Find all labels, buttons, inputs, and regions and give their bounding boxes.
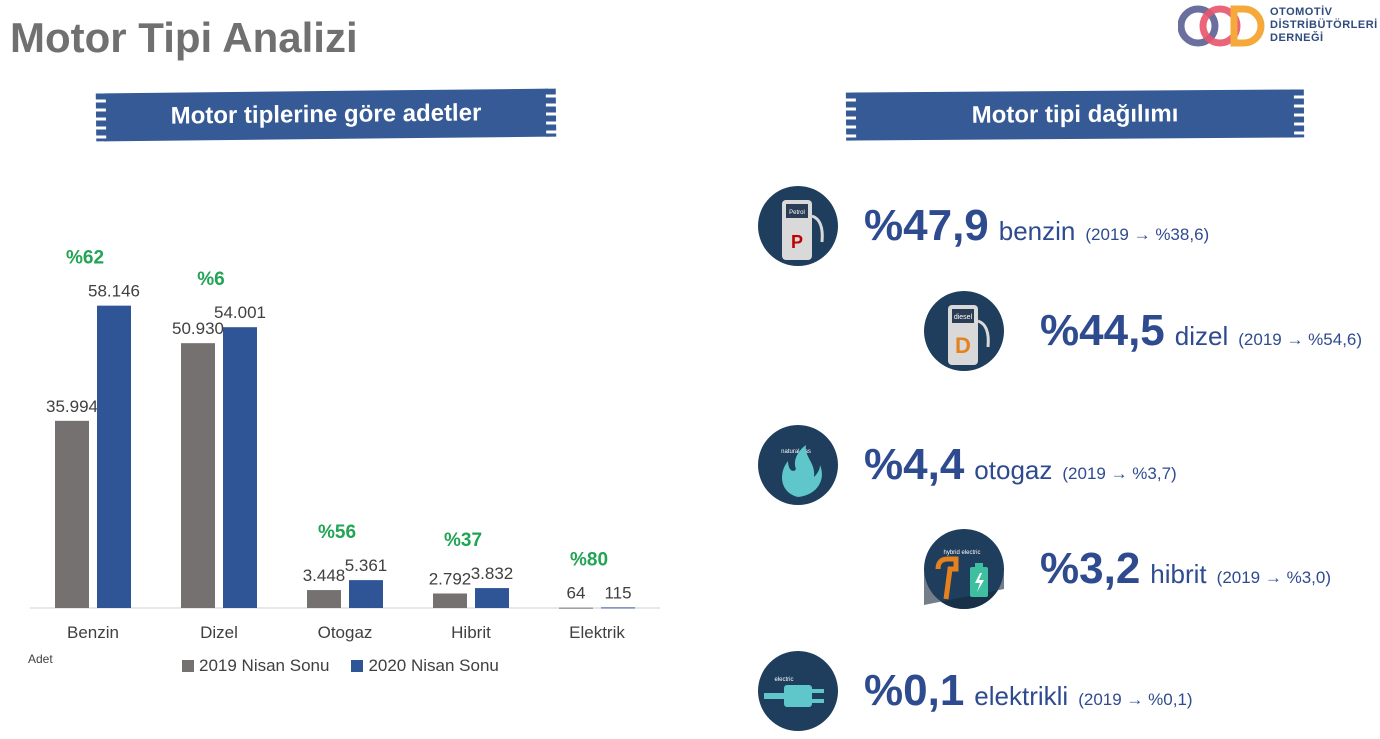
odd-logo: OTOMOTİV DİSTRİBÜTÖRLERİ DERNEĞİ: [1177, 4, 1378, 48]
stat-label: hibrit: [1150, 559, 1207, 589]
stat-label: otogaz: [974, 455, 1053, 485]
svg-text:Petrol: Petrol: [789, 210, 805, 216]
svg-text:P: P: [791, 232, 803, 252]
bar-benzin-2019: [55, 420, 89, 608]
stat-label: benzin: [998, 216, 1076, 246]
electric-plug-icon: electric: [758, 651, 838, 731]
svg-text:natural gas: natural gas: [781, 449, 811, 455]
data-label: 5.361: [345, 556, 388, 575]
category-label: Benzin: [67, 623, 119, 642]
bar-elektrik-2019: [559, 607, 593, 609]
stat-comparison: (2019 → %54,6): [1238, 330, 1363, 349]
data-label: 50.930: [172, 319, 224, 338]
data-label: 58.146: [88, 282, 140, 301]
category-label: Dizel: [200, 623, 238, 642]
stat-row-otogaz: natural gas %4,4 otogaz (2019 → %3,7): [758, 425, 1177, 505]
growth-label: %37: [444, 530, 482, 551]
category-label: Hibrit: [451, 623, 491, 642]
growth-label: %56: [318, 522, 356, 543]
legend-swatch-2019: [182, 660, 194, 672]
data-label: 64: [567, 584, 586, 603]
stat-percentage: %47,9: [864, 201, 989, 250]
legend-item-2019: 2019 Nisan Sonu: [182, 656, 329, 676]
page-title: Motor Tipi Analizi: [10, 14, 358, 61]
legend-item-2020: 2020 Nisan Sonu: [351, 656, 499, 676]
stat-row-elektrikli: electric %0,1 elektrikli (2019 → %0,1): [758, 651, 1193, 731]
logo-text: OTOMOTİV DİSTRİBÜTÖRLERİ DERNEĞİ: [1270, 6, 1378, 44]
data-label: 115: [604, 583, 631, 602]
stat-row-dizel: diesel D %44,5 dizel (2019 → %54,6): [924, 291, 1362, 371]
stat-percentage: %4,4: [864, 440, 965, 489]
category-label: Otogaz: [318, 623, 373, 642]
data-label: 3.832: [471, 564, 514, 583]
bar-elektrik-2020: [601, 607, 635, 609]
svg-text:hybrid electric: hybrid electric: [943, 550, 980, 556]
stat-text-hibrit: %3,2 hibrit (2019 → %3,0): [1040, 544, 1331, 594]
left-section-banner: Motor tiplerine göre adetler: [103, 88, 549, 142]
category-label: Elektrik: [569, 623, 625, 642]
svg-text:D: D: [955, 333, 971, 358]
diesel-pump-icon: diesel D: [924, 291, 1004, 371]
stat-comparison: (2019 → %0,1): [1078, 690, 1193, 709]
bar-otogaz-2020: [349, 580, 383, 608]
growth-label: %80: [570, 549, 608, 570]
bar-dizel-2019: [181, 343, 215, 608]
petrol-pump-icon: Petrol P: [758, 186, 838, 266]
stat-comparison: (2019 → %38,6): [1085, 225, 1210, 244]
y-axis-unit-label: Adet: [28, 652, 53, 666]
bar-dizel-2020: [223, 327, 257, 608]
stat-label: dizel: [1174, 321, 1229, 351]
stat-comparison: (2019 → %3,0): [1216, 568, 1331, 587]
bar-hibrit-2020: [475, 588, 509, 608]
stat-row-hibrit: hybrid electric %3,2 hibrit (2019 → %3,0…: [924, 529, 1331, 609]
odd-logo-mark-icon: [1177, 5, 1265, 47]
stat-label: elektrikli: [974, 681, 1069, 711]
svg-text:diesel: diesel: [954, 314, 973, 321]
right-section-banner: Motor tipi dağılımı: [853, 89, 1297, 141]
data-label: 2.792: [429, 569, 472, 588]
growth-label: %6: [197, 269, 224, 290]
stat-comparison: (2019 → %3,7): [1062, 464, 1177, 483]
bar-otogaz-2019: [307, 590, 341, 608]
stat-text-dizel: %44,5 dizel (2019 → %54,6): [1040, 306, 1362, 356]
legend-swatch-2020: [351, 660, 364, 672]
stat-percentage: %0,1: [864, 666, 965, 715]
stat-text-benzin: %47,9 benzin (2019 → %38,6): [864, 201, 1209, 251]
stat-percentage: %44,5: [1040, 306, 1165, 355]
natural-gas-icon: natural gas: [758, 425, 838, 505]
bar-hibrit-2019: [433, 593, 467, 608]
stat-text-otogaz: %4,4 otogaz (2019 → %3,7): [864, 440, 1177, 490]
stat-row-benzin: Petrol P %47,9 benzin (2019 → %38,6): [758, 186, 1209, 266]
chart-legend: 2019 Nisan Sonu 2020 Nisan Sonu: [182, 656, 499, 676]
svg-text:electric: electric: [774, 677, 793, 683]
data-label: 54.001: [214, 303, 266, 322]
data-label: 35.994: [46, 397, 98, 416]
stat-text-elektrikli: %0,1 elektrikli (2019 → %0,1): [864, 666, 1193, 716]
bar-benzin-2020: [97, 305, 131, 608]
stat-percentage: %3,2: [1040, 544, 1141, 593]
hybrid-electric-icon: hybrid electric: [924, 529, 1004, 609]
data-label: 3.448: [303, 566, 346, 585]
growth-label: %62: [66, 248, 104, 269]
